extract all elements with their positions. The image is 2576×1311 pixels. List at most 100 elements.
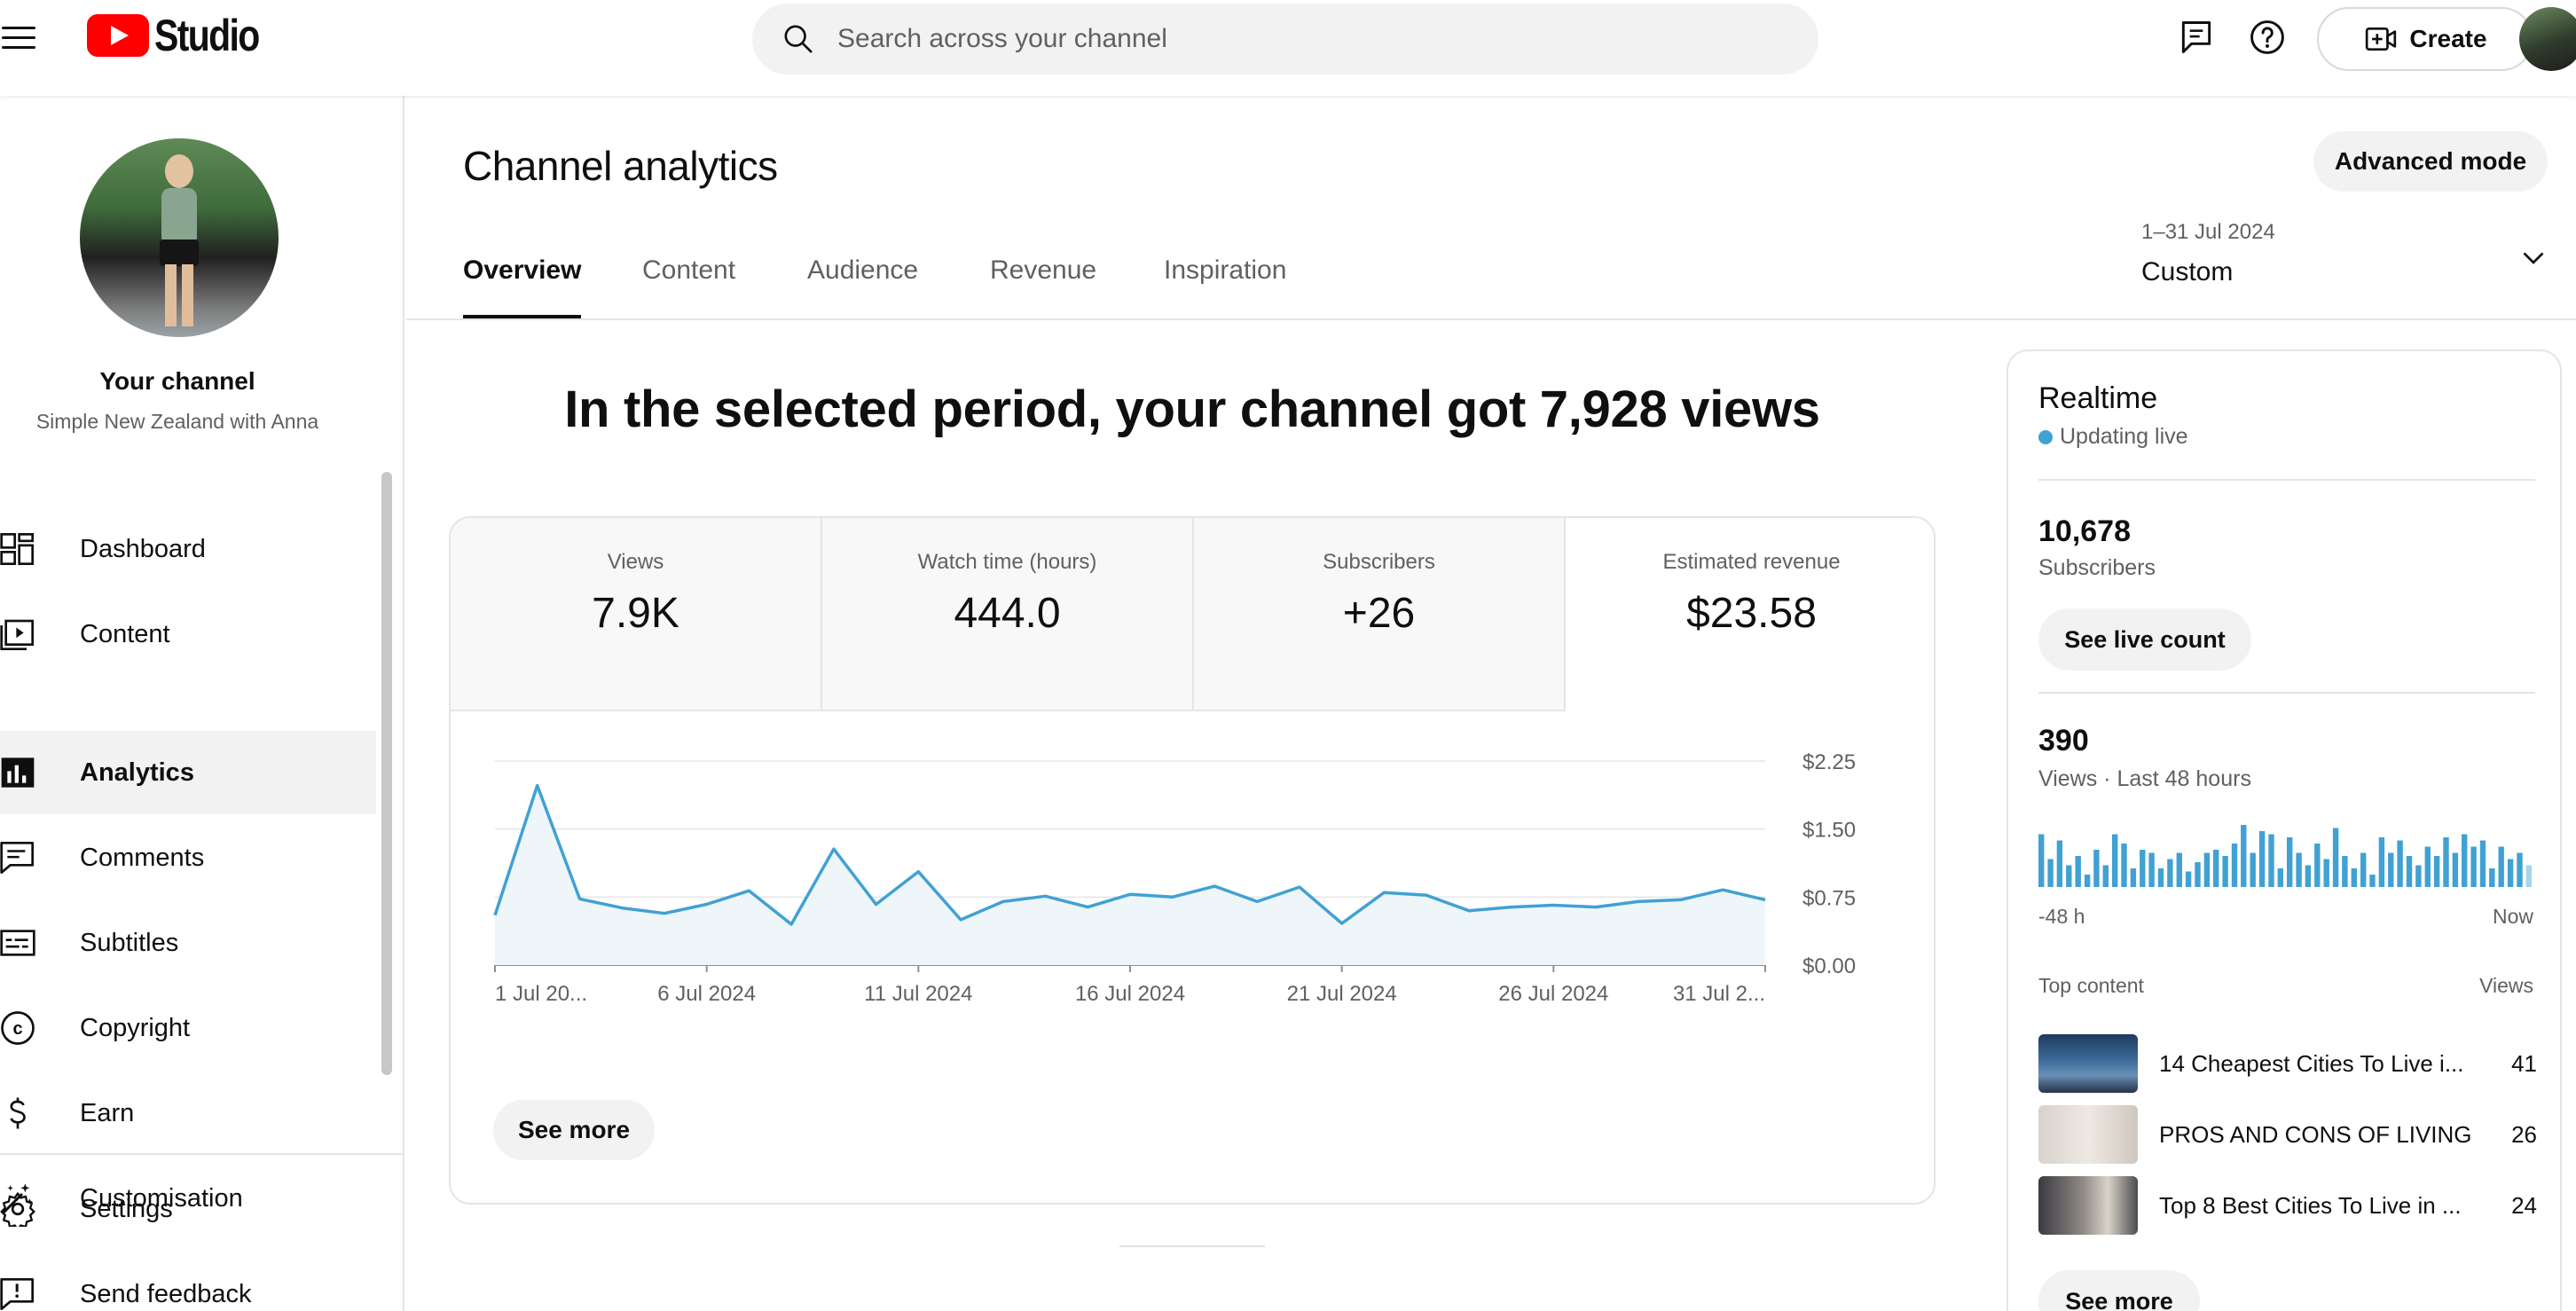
video-views: 41 xyxy=(2511,1050,2537,1077)
metric-label: Views xyxy=(607,550,664,574)
page-title: Channel analytics xyxy=(463,143,778,189)
tab-inspiration[interactable]: Inspiration xyxy=(1164,255,1287,285)
sidebar-item-comments[interactable]: Comments xyxy=(0,816,376,899)
realtime-bar xyxy=(2332,828,2339,887)
realtime-bar xyxy=(2093,850,2100,887)
metric-subscribers[interactable]: Subscribers +26 xyxy=(1194,518,1566,711)
earn-icon xyxy=(10,1097,26,1129)
realtime-bar xyxy=(2084,875,2091,887)
realtime-bar xyxy=(2231,844,2238,887)
x-tick-label: 21 Jul 2024 xyxy=(1287,982,1397,1006)
sidebar-item-subtitles[interactable]: Subtitles xyxy=(0,901,376,985)
sidebar-item-send-feedback[interactable]: Send feedback xyxy=(0,1252,376,1311)
top-content-row[interactable]: 14 Cheapest Cities To Live i... 41 xyxy=(2038,1034,2537,1093)
sidebar-item-label: Dashboard xyxy=(80,534,206,563)
sidebar-item-customisation[interactable]: Customisation xyxy=(0,1157,376,1240)
metric-views[interactable]: Views 7.9K xyxy=(451,518,822,711)
tabs-divider xyxy=(406,318,2576,320)
channel-avatar[interactable] xyxy=(80,138,279,337)
sidebar-scrollbar[interactable] xyxy=(381,472,392,1075)
see-live-count-button[interactable]: See live count xyxy=(2038,608,2251,671)
sidebar-item-label: Content xyxy=(80,619,170,648)
youtube-studio-logo[interactable]: Studio xyxy=(87,11,282,60)
metric-estimated-revenue[interactable]: Estimated revenue $23.58 xyxy=(1566,518,1934,711)
video-thumbnail xyxy=(2038,1034,2138,1093)
metric-value: +26 xyxy=(1342,590,1416,637)
realtime-bar xyxy=(2195,862,2201,887)
realtime-bar xyxy=(2277,868,2283,887)
see-more-button[interactable]: See more xyxy=(493,1100,655,1160)
realtime-bar xyxy=(2314,844,2321,887)
realtime-bar xyxy=(2296,852,2302,887)
analytics-icon xyxy=(1,758,35,788)
realtime-views-label: Views · Last 48 hours xyxy=(2038,766,2251,791)
create-button[interactable]: Create xyxy=(2317,7,2533,71)
date-range-dates: 1–31 Jul 2024 xyxy=(2141,220,2275,244)
x-tick-label: 16 Jul 2024 xyxy=(1075,982,1185,1006)
x-tick-label: 6 Jul 2024 xyxy=(657,982,756,1006)
realtime-bar xyxy=(2258,831,2266,887)
scroll-indicator xyxy=(1119,1245,1265,1247)
menu-icon[interactable] xyxy=(2,21,37,53)
revenue-chart[interactable]: $2.25 $1.50 $0.75 $0.00 1 Jul 20... 6 Jul 202… xyxy=(451,711,1936,1084)
sidebar-item-dashboard[interactable]: Dashboard xyxy=(0,507,376,591)
search-input[interactable] xyxy=(837,24,1724,54)
search-bar[interactable] xyxy=(752,4,1818,75)
account-avatar[interactable] xyxy=(2519,7,2576,71)
tab-audience[interactable]: Audience xyxy=(807,255,919,285)
top-content-row[interactable]: PROS AND CONS OF LIVING... 26 xyxy=(2038,1105,2537,1164)
subscriber-count: 10,678 xyxy=(2038,514,2131,548)
realtime-bar xyxy=(2342,856,2348,887)
metric-value: $23.58 xyxy=(1686,590,1817,637)
realtime-bar xyxy=(2406,856,2413,887)
metric-watch-time[interactable]: Watch time (hours) 444.0 xyxy=(822,518,1194,711)
revenue-series-line xyxy=(493,783,1766,926)
advanced-mode-button[interactable]: Advanced mode xyxy=(2313,131,2548,192)
y-tick-label: $0.75 xyxy=(1802,886,1856,910)
top-content-views-label: Views xyxy=(2479,974,2533,997)
video-thumbnail xyxy=(2038,1105,2138,1164)
realtime-bar xyxy=(2517,852,2523,887)
realtime-title: Realtime xyxy=(2038,381,2158,415)
metric-label: Subscribers xyxy=(1323,550,1435,574)
realtime-bar xyxy=(2038,834,2045,887)
top-content-row[interactable]: Top 8 Best Cities To Live in ... 24 xyxy=(2038,1176,2537,1235)
realtime-bar xyxy=(2415,865,2422,887)
channel-name: Simple New Zealand with Anna xyxy=(35,410,319,433)
tab-content[interactable]: Content xyxy=(642,255,736,285)
see-more-top-content-button[interactable]: See more xyxy=(2038,1270,2200,1311)
sidebar-item-earn[interactable]: Earn xyxy=(0,1072,376,1155)
tab-revenue[interactable]: Revenue xyxy=(990,255,1097,285)
studio-logo-text: Studio xyxy=(154,11,260,60)
realtime-views-chart[interactable] xyxy=(2038,821,2535,887)
realtime-bar xyxy=(2397,840,2403,887)
tab-overview[interactable]: Overview xyxy=(463,255,582,319)
sidebar-item-label: Copyright xyxy=(80,1013,191,1042)
sidebar: Your channel Simple New Zealand with Ann… xyxy=(0,96,404,1311)
subtitles-icon xyxy=(0,930,35,956)
realtime-bar xyxy=(2140,850,2146,887)
realtime-bar xyxy=(2489,868,2495,887)
realtime-bar xyxy=(2507,859,2514,887)
period-headline: In the selected period, your channel got… xyxy=(564,381,1820,438)
sidebar-item-copyright[interactable]: c Copyright xyxy=(0,986,376,1070)
sidebar-item-label: Earn xyxy=(80,1098,135,1127)
realtime-bar xyxy=(2305,865,2312,887)
help-icon[interactable] xyxy=(2248,18,2287,57)
realtime-bar xyxy=(2213,850,2219,887)
sidebar-item-settings[interactable]: Settings xyxy=(0,1167,376,1251)
date-range-picker[interactable]: 1–31 Jul 2024 Custom xyxy=(2141,220,2549,300)
svg-text:c: c xyxy=(12,1019,22,1039)
metric-tabs: Views 7.9K Watch time (hours) 444.0 Subs… xyxy=(451,518,1934,711)
realtime-bar xyxy=(2112,834,2118,887)
sidebar-item-analytics[interactable]: Analytics xyxy=(0,731,376,814)
youtube-logo-icon xyxy=(87,14,149,57)
revenue-area-fill xyxy=(495,785,1765,965)
live-status: Updating live xyxy=(2038,424,2188,450)
realtime-bar xyxy=(2130,868,2137,887)
sidebar-item-label: Send feedback xyxy=(80,1279,252,1308)
feedback-icon[interactable] xyxy=(2177,18,2216,57)
sidebar-item-content[interactable]: Content xyxy=(0,593,376,676)
realtime-axis-end: Now xyxy=(2492,905,2533,928)
search-icon xyxy=(784,25,813,53)
